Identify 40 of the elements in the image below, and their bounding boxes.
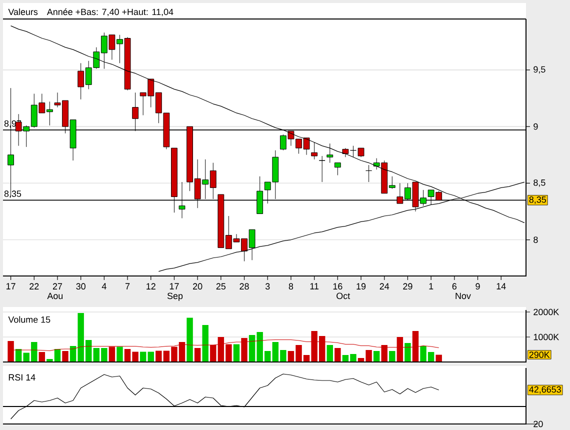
text: Aou [47, 292, 63, 300]
x-tick-label: 30 [76, 283, 86, 290]
chart-subtitle: Année +Bas: 7,40 +Haut: 11,04 [46, 8, 174, 16]
y-tick-label: 9,5 [534, 66, 546, 74]
x-tick-label: 22 [30, 283, 39, 290]
annotation: 290K [529, 352, 550, 358]
y-tick-label: 8 [534, 236, 538, 243]
y-tick-label: 1000K [534, 334, 560, 340]
text: 42,6653 [529, 386, 561, 394]
x-tick-label: 11 [310, 283, 319, 290]
text: Sep [167, 292, 183, 301]
x-tick-label: 17 [6, 283, 16, 290]
x-tick-label: 3 [265, 283, 270, 290]
x-tick-label: 8 [288, 283, 294, 290]
x-tick-label: 24 [380, 283, 390, 290]
text: Oct [336, 292, 350, 300]
x-tick-label: 14 [496, 283, 506, 290]
x-tick-label: 19 [356, 283, 366, 290]
x-tick-label: 17 [170, 283, 179, 290]
x-tick-label: 6 [452, 283, 457, 290]
annotation: 8,35 [529, 196, 546, 204]
text: Nov [456, 292, 471, 300]
y-tick-label: 8,5 [534, 179, 546, 187]
text: Volume 15 [8, 316, 50, 323]
chart-title: Valeurs [8, 8, 38, 16]
text: 20 [534, 420, 543, 428]
y-tick-label: 2000K [534, 308, 560, 316]
x-tick-label: 12 [146, 283, 156, 290]
x-tick-label: 7 [125, 283, 130, 290]
x-tick-label: 28 [240, 283, 249, 290]
y-tick-label: 9 [534, 123, 538, 130]
x-tick-label: 16 [333, 283, 342, 290]
x-tick-label: 4 [102, 283, 106, 290]
x-tick-label: 29 [403, 283, 412, 290]
x-tick-label: 9 [476, 283, 480, 290]
x-tick-label: 1 [429, 283, 434, 290]
x-tick-label: 20 [193, 283, 202, 290]
x-tick-label: 27 [52, 283, 62, 290]
x-tick-label: 25 [216, 283, 226, 290]
chart-title: RSI 14 [8, 374, 36, 381]
